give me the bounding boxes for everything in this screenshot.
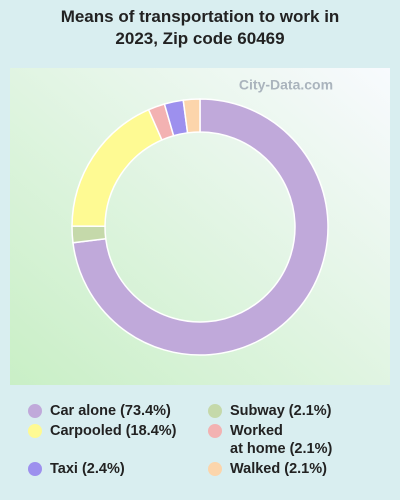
legend-item: Subway (2.1%): [208, 402, 378, 420]
legend: Car alone (73.4%) Subway (2.1%) Carpooled (18…: [28, 402, 388, 478]
donut-slice: [72, 98, 329, 356]
legend-value: (73.4%): [120, 403, 171, 419]
legend-value: (18.4%): [125, 423, 177, 439]
legend-swatch: [208, 462, 222, 476]
legend-item: Worked at home (2.1%): [208, 422, 378, 458]
legend-swatch: [208, 424, 222, 438]
legend-value: (2.4%): [81, 461, 125, 477]
legend-value: (2.1%): [284, 461, 327, 477]
legend-label: Walked: [230, 461, 281, 477]
donut-slice: [182, 98, 201, 134]
legend-swatch: [28, 462, 42, 476]
legend-label: Taxi: [50, 461, 78, 477]
legend-swatch: [28, 404, 42, 418]
legend-swatch: [28, 424, 42, 438]
legend-item: Carpooled (18.4%): [28, 422, 208, 458]
legend-label: Car alone: [50, 403, 117, 419]
legend-value: (2.1%): [288, 403, 332, 419]
legend-label: Carpooled: [50, 423, 122, 439]
legend-value: (2.1%): [289, 441, 333, 457]
legend-swatch: [208, 404, 222, 418]
watermark: City-Data.com: [239, 77, 333, 93]
legend-label: Worked at home: [230, 423, 286, 457]
chart-title: Means of transportation to work in 2023,…: [60, 7, 340, 48]
legend-item: Walked (2.1%): [208, 460, 378, 478]
donut: [71, 98, 329, 356]
legend-label: Subway: [230, 403, 285, 419]
legend-item: Car alone (73.4%): [28, 402, 208, 420]
legend-item: Taxi (2.4%): [28, 460, 208, 478]
